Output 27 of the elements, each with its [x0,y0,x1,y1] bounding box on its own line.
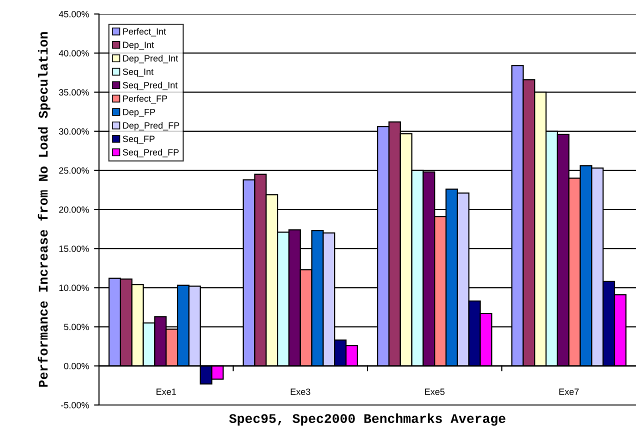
y-axis-title: Performance Increase from No Load Speculation [38,32,50,387]
y-tick-label: -5.00% [61,402,89,408]
x-axis-title: Spec95, Spec2000 Benchmarks Average [229,413,506,426]
legend-label: Dep_Pred_Int [123,54,178,64]
y-tick-label: 45.00% [58,10,89,18]
legend-label: Perfect_Int [123,28,166,36]
legend-label: Seq_Int [122,68,154,77]
y-tick-label: 20.00% [59,206,89,213]
y-tick-label: 40.00% [58,50,89,56]
x-tick-label: Exe3 [290,388,310,395]
y-tick-label: 25.00% [59,167,89,174]
legend-label: Perfect_FP [123,95,168,104]
x-tick-label: Exe5 [425,388,445,395]
y-tick-label: 5.00% [64,324,89,330]
legend-label: Dep_Pred_FP [123,122,180,130]
x-tick-label: Exe7 [559,388,579,395]
y-tick-label: 10.00% [59,284,89,292]
y-tick-label: 15.00% [59,246,89,252]
legend-label: Dep_Int [123,42,154,50]
x-tick-label: Exe1 [156,388,176,395]
legend-label: Dep_FP [123,108,156,118]
legend-label: Seq_Pred_Int [122,82,178,90]
y-tick-label: 30.00% [59,128,89,135]
y-tick-label: 35.00% [59,89,89,96]
legend-label: Seq_FP [122,136,155,144]
y-tick-label: 0.00% [64,362,89,370]
legend-label: Seq_Pred_FP [122,148,179,158]
